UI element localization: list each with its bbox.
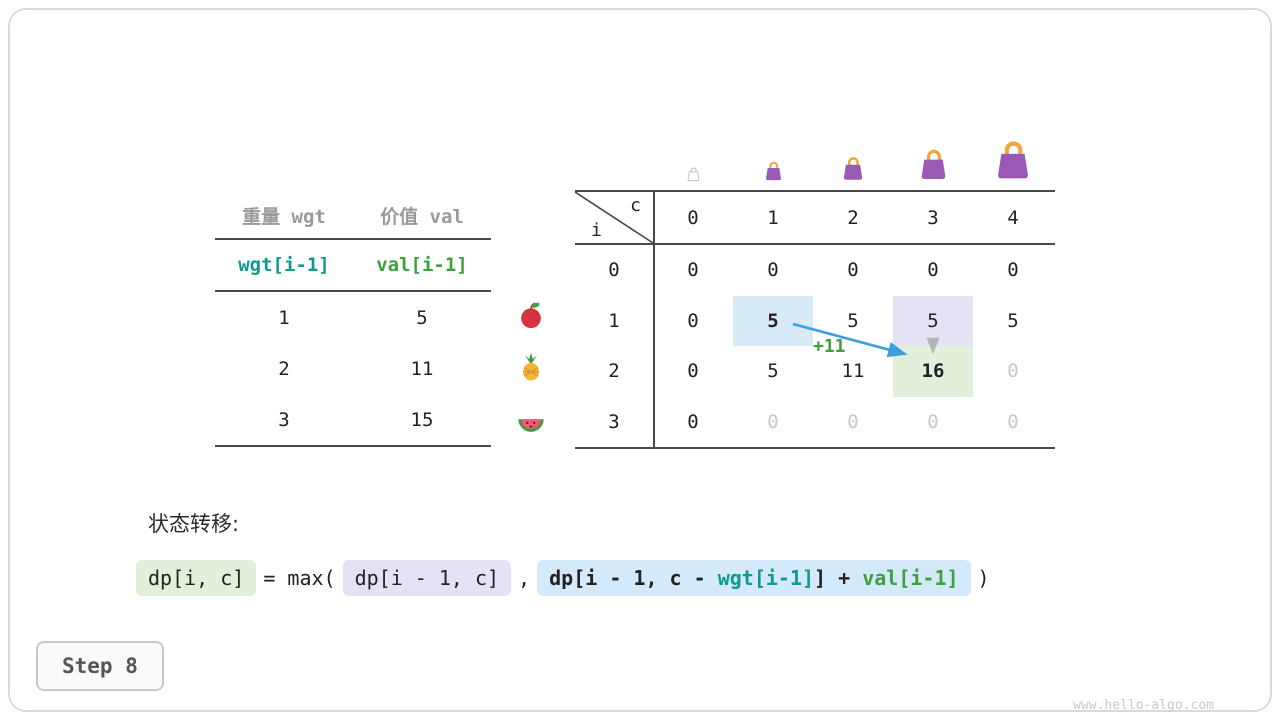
dp-col-header: 3 xyxy=(927,206,939,229)
transition-title: 状态转移: xyxy=(148,512,240,536)
dp-cell: 0 xyxy=(767,259,779,282)
formula-arg1: dp[i - 1, c] xyxy=(342,560,512,596)
dp-row: 3 0 0 0 0 0 xyxy=(575,397,1055,448)
corner-col-label: c xyxy=(630,195,641,216)
dp-row: 1 0 5 5 5 5 xyxy=(575,295,1055,346)
dp-cell: 11 xyxy=(841,360,865,383)
table-row: 3 15 xyxy=(215,394,491,445)
transition-formula: dp[i, c] = max( dp[i - 1, c] , dp[i - 1,… xyxy=(136,560,997,596)
dp-col-header: 4 xyxy=(1007,206,1019,229)
dp-cell: 0 xyxy=(687,360,699,383)
bag-icon xyxy=(908,132,958,182)
formula-arg2-head: dp[i - 1, c - xyxy=(549,566,718,590)
dp-cell: 0 xyxy=(687,309,699,332)
weight-value: 2 xyxy=(278,357,290,380)
formula-close: ) xyxy=(977,566,990,590)
dp-cell: 0 xyxy=(927,259,939,282)
dp-row-header: 0 xyxy=(608,259,620,282)
dp-row: 0 0 0 0 0 0 xyxy=(575,245,1055,296)
dp-corner-cell: c i xyxy=(575,192,653,243)
formula-arg2-val: val[i-1] xyxy=(862,566,959,590)
dp-cell: 0 xyxy=(1007,410,1019,433)
dp-cell: 5 xyxy=(767,360,779,383)
dp-cell: 0 xyxy=(687,410,699,433)
formula-eq-max: = max( xyxy=(263,566,336,590)
weight-value: 3 xyxy=(278,408,290,431)
item-value: 5 xyxy=(416,306,428,329)
item-value: 15 xyxy=(410,408,434,431)
step-badge: Step 8 xyxy=(36,641,164,691)
bag-icon xyxy=(988,132,1038,182)
value-column-header: 价值 val xyxy=(380,205,464,228)
watermelon-icon xyxy=(516,407,546,437)
dp-cell-target-highlight: 16 xyxy=(893,346,973,397)
dp-cell-carry-highlight: 5 xyxy=(893,295,973,346)
formula-arg2: dp[i - 1, c - wgt[i-1]] + val[i-1] xyxy=(537,560,971,596)
bag-outline-icon xyxy=(668,132,718,182)
dp-cell: 0 xyxy=(847,410,859,433)
dp-cell: 0 xyxy=(687,259,699,282)
dp-row-header: 2 xyxy=(608,360,620,383)
apple-icon xyxy=(516,300,546,330)
pineapple-icon xyxy=(516,352,546,382)
weights-header-row: 重量 wgt 价值 val xyxy=(215,192,491,240)
val-definition-label: val[i-1] xyxy=(376,254,468,276)
bag-icon xyxy=(828,132,878,182)
dp-col-header: 1 xyxy=(767,206,779,229)
dp-cell: 0 xyxy=(1007,259,1019,282)
dp-header-row: c i 0 1 2 3 4 xyxy=(575,192,1055,245)
table-row: 2 11 xyxy=(215,343,491,394)
dp-cell: 0 xyxy=(927,410,939,433)
dp-row-header: 1 xyxy=(608,309,620,332)
dp-cell: 0 xyxy=(1007,360,1019,383)
weight-value: 1 xyxy=(278,306,290,329)
dp-table-divider xyxy=(653,192,655,447)
table-row: 1 5 xyxy=(215,292,491,343)
dp-row-header: 3 xyxy=(608,410,620,433)
dp-col-header: 0 xyxy=(687,206,699,229)
weights-definition-row: wgt[i-1] val[i-1] xyxy=(215,240,491,292)
bag-icon xyxy=(748,132,798,182)
formula-arg2-wgt: wgt[i-1] xyxy=(717,566,815,590)
dp-table: c i 0 1 2 3 4 0 0 0 0 0 0 1 0 5 5 5 5 2 … xyxy=(575,190,1055,449)
watermark: www.hello-algo.com xyxy=(1073,698,1214,713)
formula-comma: , xyxy=(518,566,531,590)
dp-cell: 5 xyxy=(847,309,859,332)
wgt-definition-label: wgt[i-1] xyxy=(238,254,330,276)
formula-arg2-plus: ] + xyxy=(814,566,863,590)
gain-label: +11 xyxy=(813,336,846,357)
item-value: 11 xyxy=(410,357,434,380)
formula-lhs: dp[i, c] xyxy=(136,560,257,596)
weights-table: 重量 wgt 价值 val wgt[i-1] val[i-1] 1 5 2 11… xyxy=(215,192,491,447)
weight-column-header: 重量 wgt xyxy=(242,205,326,228)
corner-row-label: i xyxy=(591,220,602,241)
dp-cell: 5 xyxy=(1007,309,1019,332)
dp-cell: 0 xyxy=(847,259,859,282)
dp-col-header: 2 xyxy=(847,206,859,229)
dp-cell: 0 xyxy=(767,410,779,433)
dp-cell-source-highlight: 5 xyxy=(733,295,813,346)
